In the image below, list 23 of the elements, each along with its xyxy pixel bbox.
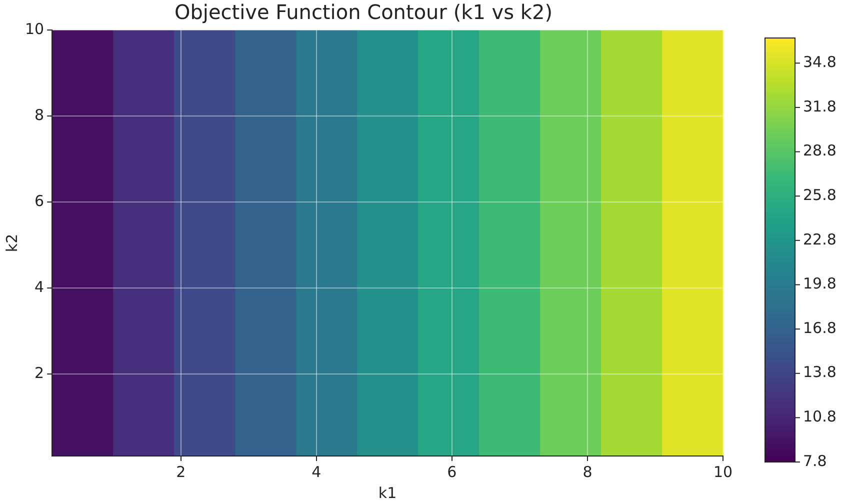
y-tick-label: 2 <box>34 364 44 382</box>
y-tick-label: 4 <box>34 278 44 296</box>
color-bar-label: 22.8 <box>803 230 836 248</box>
color-bar-label: 10.8 <box>803 408 836 426</box>
x-tick-label: 10 <box>713 462 733 481</box>
y-tick-label: 8 <box>34 106 44 124</box>
x-tick-label: 8 <box>582 462 592 481</box>
color-bar-label: 7.8 <box>803 452 827 470</box>
color-bar-label: 13.8 <box>803 363 836 382</box>
y-tick-label: 6 <box>34 192 44 210</box>
x-tick-label: 2 <box>176 462 186 481</box>
color-bar-label: 16.8 <box>803 318 836 337</box>
chart-title: Objective Function Contour (k1 vs k2) <box>174 0 553 24</box>
x-tick-label: 4 <box>312 462 322 481</box>
color-bar-label: 28.8 <box>803 142 836 160</box>
y-tick-label: 10 <box>24 20 44 38</box>
x-axis-title: k1 <box>378 484 397 502</box>
color-bar-label: 19.8 <box>803 274 836 293</box>
x-tick-label: 6 <box>447 462 457 481</box>
y-axis-title: k2 <box>2 234 21 252</box>
color-bar-label: 31.8 <box>803 97 836 116</box>
color-bar-label: 34.8 <box>803 53 836 72</box>
color-bar-label: 25.8 <box>803 186 836 204</box>
